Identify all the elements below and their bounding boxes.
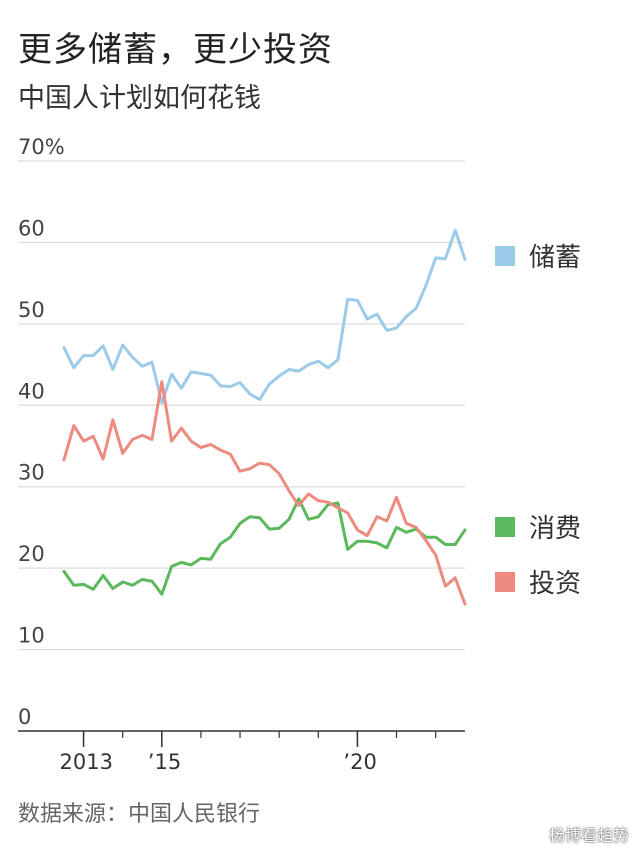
chart-title: 更多储蓄，更少投资	[18, 30, 333, 70]
legend-item-savings: 储蓄	[495, 237, 581, 274]
y-tick-label-10: 10	[18, 624, 45, 648]
x-axis: 2013 ’15 ’20	[18, 730, 465, 774]
legend-label-consumption: 消费	[529, 514, 582, 544]
y-tick-label-30: 30	[18, 461, 45, 485]
legend-item-investment: 投资	[495, 563, 581, 600]
y-tick-label-70: 70%	[18, 135, 65, 159]
x-tick-label-2015: ’15	[148, 750, 181, 774]
legend-label-savings: 储蓄	[529, 243, 582, 273]
grid-lines	[18, 160, 465, 651]
legend-label-investment: 投资	[529, 569, 582, 599]
legend-item-consumption: 消费	[495, 508, 581, 545]
y-tick-label-60: 60	[18, 216, 45, 240]
data-source-note: 数据来源：中国人民银行	[18, 802, 261, 827]
chart-subtitle: 中国人计划如何花钱	[18, 83, 261, 114]
y-tick-label-50: 50	[18, 298, 45, 322]
x-tick-label-2013: 2013	[60, 750, 113, 774]
series-line-savings	[62, 228, 467, 405]
legend-swatch-savings	[495, 245, 515, 266]
series-line-investment	[62, 380, 467, 606]
y-tick-label-0: 0	[18, 705, 31, 729]
y-tick-label-40: 40	[18, 379, 45, 403]
legend-swatch-consumption	[495, 516, 515, 537]
series-line-consumption	[62, 497, 467, 596]
x-tick-label-2020: ’20	[343, 750, 376, 774]
line-chart: 70% 60 50 40 30 20 10 0 2013 ’15 ’20	[18, 135, 467, 774]
series-lines	[62, 228, 467, 606]
y-tick-label-20: 20	[18, 542, 45, 566]
legend-swatch-investment	[495, 571, 515, 592]
watermark: 杨博看趋势	[548, 826, 629, 845]
y-tick-labels: 70% 60 50 40 30 20 10 0	[18, 135, 65, 729]
